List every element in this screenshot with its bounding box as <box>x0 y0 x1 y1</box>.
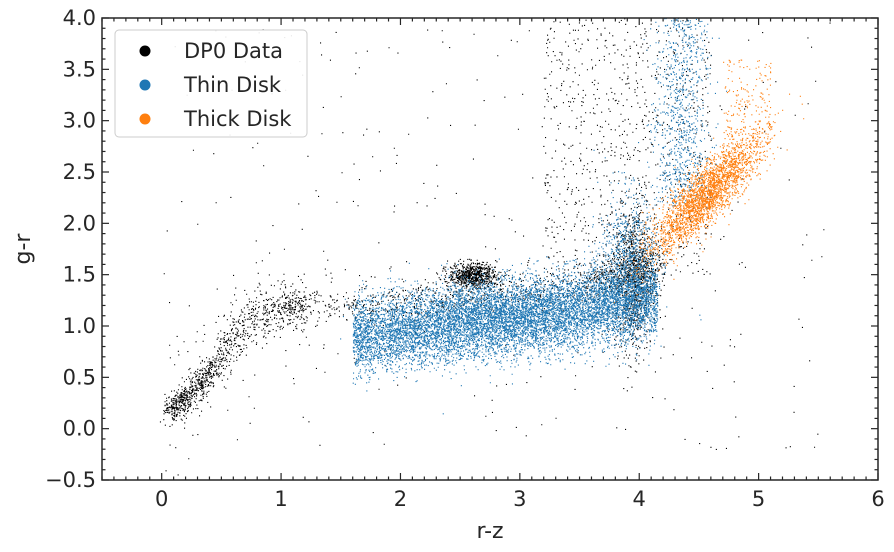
x-tick-label: 4 <box>633 487 646 511</box>
y-tick-label: 2.5 <box>63 160 96 184</box>
y-axis-label: g-r <box>11 233 36 265</box>
y-tick-label: 1.0 <box>63 314 96 338</box>
series-thin-disk <box>340 18 728 415</box>
tick-labels: 0 1 2 3 4 5 6 −0.5 0.0 0.5 1.0 1.5 2.0 2.5 3.0 3.5 4.0 <box>45 6 885 511</box>
y-tick-label: 2.0 <box>63 211 96 235</box>
legend-marker-thin-disk <box>139 79 151 91</box>
x-tick-label: 6 <box>871 487 884 511</box>
x-tick-label: 2 <box>394 487 407 511</box>
scatter-points <box>159 18 831 476</box>
axes <box>101 17 879 481</box>
x-tick-label: 3 <box>513 487 526 511</box>
y-tick-label: 3.0 <box>63 109 96 133</box>
x-tick-label: 0 <box>155 487 168 511</box>
legend-marker-thick-disk <box>139 113 151 125</box>
plot-frame <box>101 17 879 481</box>
y-tick-label: −0.5 <box>45 468 96 492</box>
series-thin-disk-point-cloud <box>340 18 728 415</box>
legend-label-thick-disk: Thick Disk <box>183 107 292 131</box>
y-tick-label: 3.5 <box>63 57 96 81</box>
legend-box <box>114 29 308 138</box>
legend-marker-dp0 <box>139 45 151 57</box>
y-tick-label: 4.0 <box>63 6 96 30</box>
y-tick-label: 0.0 <box>63 417 96 441</box>
legend: DP0 Data Thin Disk Thick Disk <box>114 29 308 138</box>
legend-label-dp0: DP0 Data <box>184 39 283 63</box>
legend-label-thin-disk: Thin Disk <box>183 73 282 97</box>
y-tick-label: 1.5 <box>63 263 96 287</box>
x-tick-label: 5 <box>752 487 765 511</box>
y-tick-label: 0.5 <box>63 365 96 389</box>
x-axis-label: r-z <box>476 519 503 544</box>
x-tick-label: 1 <box>274 487 287 511</box>
